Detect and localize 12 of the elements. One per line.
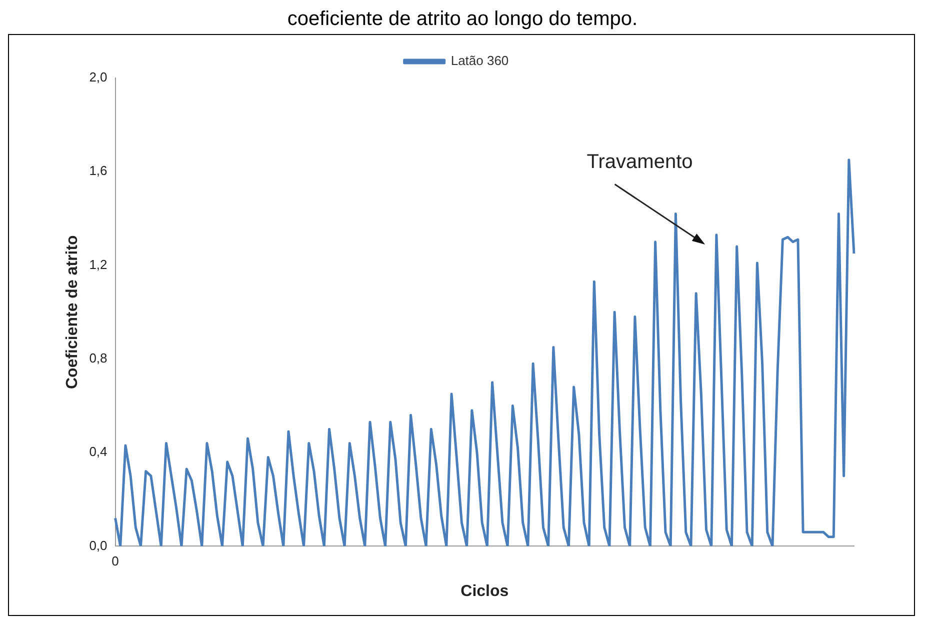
annotation: Travamento [586,150,693,173]
chart-title: coeficiente de atrito ao longo do tempo. [286,8,639,32]
y-tick-label: 2,0 [89,70,108,85]
y-tick-label: 0,4 [89,444,108,460]
y-tick-label: 1,2 [89,256,108,272]
x-tick-label: 0 [112,554,119,569]
y-tick-label: 0,8 [89,350,108,366]
legend-label: Latão 360 [450,53,509,68]
y-tick-label: 1,6 [89,163,108,178]
y-axis-title: Coeficiente de atrito [64,234,82,390]
y-tick-label: 0,0 [89,538,108,553]
x-axis-title: Ciclos [460,582,509,600]
